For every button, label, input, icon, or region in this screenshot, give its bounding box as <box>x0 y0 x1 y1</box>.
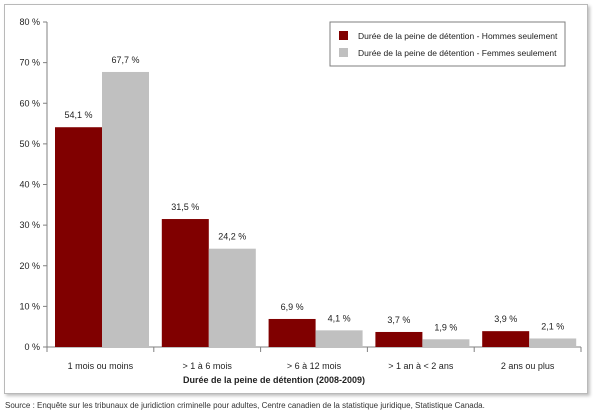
data-label: 3,7 % <box>387 315 410 325</box>
data-label: 24,2 % <box>218 232 246 242</box>
x-tick-label: > 1 à 6 mois <box>183 361 233 371</box>
data-label: 2,1 % <box>541 321 564 331</box>
x-tick-label: 1 mois ou moins <box>68 361 134 371</box>
x-tick-label: > 1 an à < 2 ans <box>388 361 454 371</box>
bar <box>529 338 577 347</box>
chart-frame: 0 % 10 % 20 % 30 % 40 % 50 % 60 % 70 % 80 % 1 moi… <box>4 4 588 394</box>
y-tick-label: 0 % <box>24 342 40 352</box>
bar <box>482 331 530 347</box>
data-label: 4,1 % <box>328 313 351 323</box>
bar <box>315 330 363 347</box>
bar <box>422 339 470 347</box>
bar <box>208 248 256 347</box>
source-note: Source : Enquête sur les tribunaux de ju… <box>5 401 485 410</box>
y-tick-label: 30 % <box>19 220 40 230</box>
y-tick-label: 60 % <box>19 98 40 108</box>
y-tick-label: 50 % <box>19 139 40 149</box>
bar-chart: 0 % 10 % 20 % 30 % 40 % 50 % 60 % 70 % 80 % 1 moi… <box>19 17 582 385</box>
legend-swatch <box>339 31 348 40</box>
y-tick-label: 20 % <box>19 261 40 271</box>
data-label: 31,5 % <box>171 202 199 212</box>
data-label: 6,9 % <box>281 302 304 312</box>
bar <box>102 71 149 347</box>
legend-box <box>329 21 566 67</box>
data-label: 67,7 % <box>111 55 139 65</box>
legend-label: Durée de la peine de détention - Hommes … <box>358 31 558 41</box>
y-tick-label: 10 % <box>19 301 40 311</box>
bar <box>161 219 209 347</box>
data-label: 3,9 % <box>494 314 517 324</box>
bar <box>375 331 423 347</box>
bar <box>268 318 316 347</box>
legend-swatch <box>339 48 348 57</box>
y-tick-label: 70 % <box>19 58 40 68</box>
data-label: 54,1 % <box>64 110 92 120</box>
x-tick-label: 2 ans ou plus <box>501 361 555 371</box>
y-tick-label: 80 % <box>19 17 40 27</box>
legend-label: Durée de la peine de détention - Femmes … <box>358 48 557 58</box>
bar <box>55 127 102 347</box>
x-axis-title: Durée de la peine de détention (2008-200… <box>183 375 365 385</box>
data-label: 1,9 % <box>434 322 457 332</box>
y-tick-label: 40 % <box>19 180 40 190</box>
x-tick-label: > 6 à 12 mois <box>287 361 342 371</box>
